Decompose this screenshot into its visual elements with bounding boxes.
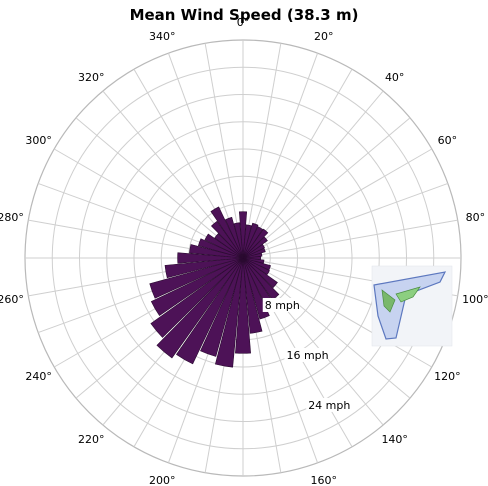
grid-spoke [204,43,244,259]
wind-bar [156,257,244,359]
wind-bar [235,257,251,354]
speed-tick-label: 8 mph [265,299,300,312]
wind-bar [242,252,263,259]
angle-tick-label: 0° [237,16,250,29]
grid-spoke [242,117,411,259]
speed-tick-label: 24 mph [308,399,350,412]
wind-bar [197,238,244,259]
chart-title: Mean Wind Speed (38.3 m) [129,6,359,24]
angle-labels: 0°20°40°60°80°100°120°140°160°180°200°22… [0,16,488,486]
speed-labels: 8 mph 16 mph 24 mph [262,297,350,412]
wind-speed-bars [149,206,280,368]
grid-spoke [242,219,458,259]
speed-label-background [262,297,300,312]
angle-tick-label: 160° [310,474,337,486]
angle-tick-label: 80° [466,211,486,224]
wind-bar [176,257,244,365]
grid-spoke [242,148,433,259]
angle-tick-label: 140° [381,433,408,446]
angle-tick-label: 60° [438,134,458,147]
wind-bar [238,211,248,259]
wind-bar [150,257,244,317]
angle-tick-label: 300° [25,134,52,147]
grid-spoke [242,43,282,259]
wind-bar [200,257,244,357]
wind-bar [204,233,244,259]
speed-tick-label: 16 mph [286,349,328,362]
grid-spoke [242,257,433,368]
grid-spoke [242,68,353,259]
angle-tick-label: 100° [462,293,488,306]
angle-tick-label: 40° [385,71,405,84]
wind-bar [242,236,268,259]
wind-bar [211,220,244,259]
angle-tick-label: 120° [434,370,461,383]
wind-bar [242,247,266,259]
grid-spoke [242,90,384,259]
angle-tick-label: 240° [25,370,52,383]
wind-bar [242,222,259,259]
speed-label-background [306,397,350,412]
wind-bar [214,257,244,368]
wind-bar [210,206,244,259]
wind-bar [225,216,244,259]
angle-tick-label: 260° [0,293,24,306]
grid-spoke [75,117,244,259]
wind-bar [242,257,278,289]
speed-label-background [284,347,329,362]
wind-bar [214,233,244,259]
angle-tick-label: 320° [78,71,105,84]
wind-bar [242,226,264,259]
angle-tick-label: 340° [149,30,176,43]
wind-turbine-map-icon [371,265,453,347]
angle-tick-label: 20° [314,30,334,43]
wind-bar [150,257,244,338]
angle-tick-label: 220° [78,433,105,446]
angle-tick-label: 200° [149,474,176,486]
inset-map [371,265,453,347]
wind-bar [233,222,244,259]
wind-bar [242,228,269,259]
wind-bar [164,257,244,279]
wind-bar [149,257,244,299]
angle-tick-label: 280° [0,211,24,224]
grid-spoke [242,182,449,259]
wind-bar [177,252,244,264]
wind-bar [242,244,265,259]
wind-bar [242,257,270,276]
wind-bar [242,257,263,334]
